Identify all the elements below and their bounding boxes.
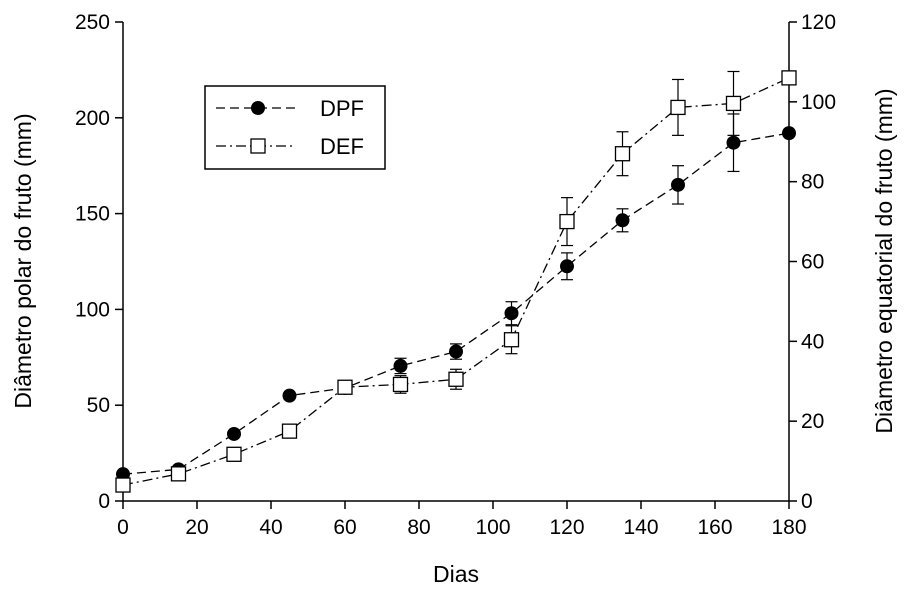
y-left-tick-label: 200	[75, 107, 110, 130]
series-dpf-point	[726, 135, 741, 150]
series-def-point	[281, 423, 298, 439]
series-def	[115, 70, 797, 493]
series-dpf-point	[615, 213, 630, 228]
series-def-point	[503, 332, 520, 348]
y-left-tick-label: 250	[75, 11, 110, 34]
series-def-point	[781, 70, 797, 86]
series-def-point	[170, 466, 187, 482]
y-right-tick-label: 60	[801, 251, 824, 274]
y-axis-right-title: Diâmetro equatorial do fruto (mm)	[871, 88, 897, 433]
x-tick-label: 120	[549, 516, 584, 539]
legend-def-label: DEF	[320, 134, 364, 159]
series-dpf-point	[282, 388, 297, 403]
legend-item-def: DEF	[216, 134, 364, 159]
series-dpf-point	[560, 259, 574, 274]
series-dpf-line	[122, 132, 790, 475]
y-left-tick-label: 150	[75, 203, 110, 226]
y-right-tick-label: 120	[801, 11, 836, 34]
series-def-point	[337, 379, 353, 395]
y-right-tick-label: 20	[801, 410, 824, 433]
x-axis: 0 20 40 60 80 100 120 140 160 180	[117, 501, 807, 539]
x-tick-label: 160	[697, 516, 732, 539]
y-right-tick-label: 40	[801, 330, 824, 353]
legend: DPF DEF	[204, 85, 386, 170]
x-axis-title: Dias	[433, 561, 479, 587]
series-def-point	[725, 95, 742, 112]
legend-box	[204, 85, 386, 170]
legend-dpf-marker	[251, 101, 265, 115]
y-right-tick-label: 100	[801, 91, 836, 114]
x-tick-label: 100	[475, 516, 510, 539]
y-axis-left-title: Diâmetro polar do fruto (mm)	[10, 113, 36, 408]
series-dpf-point	[227, 426, 241, 441]
series-dpf-point	[504, 306, 519, 321]
series-def-point	[559, 213, 575, 230]
series-layer	[115, 70, 797, 493]
x-tick-label: 0	[117, 516, 129, 539]
x-tick-label: 40	[259, 516, 282, 539]
y-right-tick-label: 80	[801, 171, 824, 194]
series-def-point	[115, 477, 131, 493]
series-def-point	[614, 146, 631, 162]
legend-dpf-label: DPF	[320, 96, 364, 121]
y-axis-right: 0 20 40 60 80 100 120	[789, 11, 836, 513]
series-def-point	[226, 446, 242, 462]
x-tick-label: 140	[623, 516, 658, 539]
series-dpf	[116, 113, 796, 482]
legend-item-dpf: DPF	[216, 96, 364, 121]
x-tick-label: 60	[333, 516, 356, 539]
x-tick-label: 20	[185, 516, 208, 539]
series-dpf-point	[449, 344, 463, 359]
series-def-point	[448, 371, 464, 387]
x-tick-label: 80	[407, 516, 430, 539]
y-axis-left: 0 50 100 150 200 250	[75, 11, 123, 513]
y-left-tick-label: 50	[87, 394, 110, 417]
legend-def-marker	[250, 138, 266, 154]
y-left-tick-label: 100	[75, 298, 110, 321]
y-right-tick-label: 0	[801, 490, 813, 513]
series-dpf-point	[671, 177, 685, 192]
series-dpf-point	[782, 126, 796, 141]
series-dpf-point	[393, 358, 408, 373]
series-def-point	[670, 99, 686, 116]
series-def-point	[392, 376, 409, 393]
x-tick-label: 180	[771, 516, 806, 539]
y-left-tick-label: 0	[98, 490, 110, 513]
